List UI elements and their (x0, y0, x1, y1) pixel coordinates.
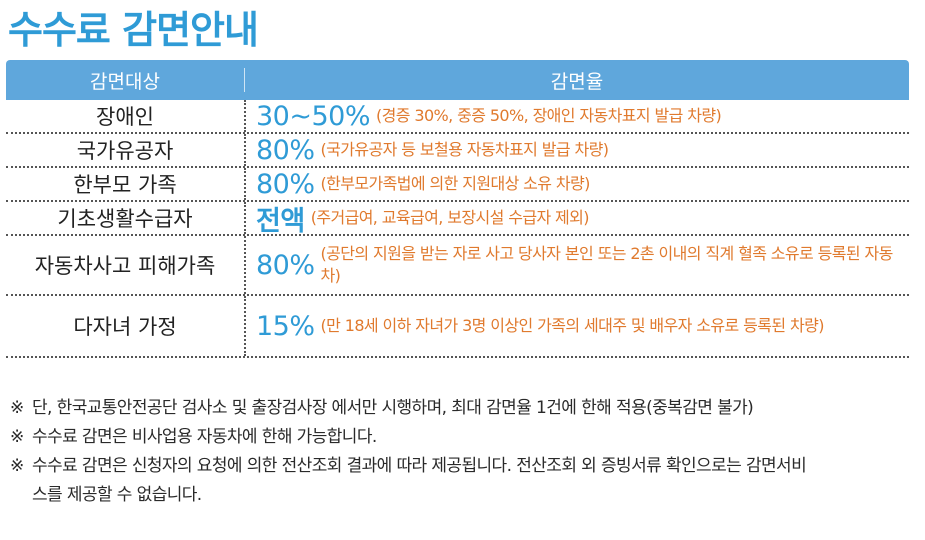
table-row: 다자녀 가정 15% (만 18세 이하 자녀가 3명 이상인 가족의 세대주 … (6, 296, 909, 358)
row-note: (국가유공자 등 보철용 자동차표지 발급 차량) (320, 140, 609, 159)
row-rate: 30~50% (256, 100, 371, 132)
row-target: 자동차사고 피해가족 (6, 236, 246, 294)
row-rate-cell: 80% (국가유공자 등 보철용 자동차표지 발급 차량) (246, 134, 909, 166)
row-rate: 15% (256, 310, 315, 342)
row-rate: 80% (256, 249, 315, 281)
table-row: 국가유공자 80% (국가유공자 등 보철용 자동차표지 발급 차량) (6, 134, 909, 168)
row-note: (주거급여, 교육급여, 보장시설 수급자 제외) (310, 208, 590, 227)
footnote: ※ 수수료 감면은 신청자의 요청에 의한 전산조회 결과에 따라 제공됩니다.… (10, 452, 915, 510)
row-note: (공단의 지원을 받는 자로 사고 당사자 본인 또는 2촌 이내의 직계 혈족… (320, 244, 894, 285)
row-note: (만 18세 이하 자녀가 3명 이상인 가족의 세대주 및 배우자 소유로 등… (320, 316, 825, 335)
footnote: ※ 단, 한국교통안전공단 검사소 및 출장검사장 에서만 시행하며, 최대 감… (10, 394, 915, 423)
footnote-text: 수수료 감면은 신청자의 요청에 의한 전산조회 결과에 따라 제공됩니다. 전… (32, 456, 807, 505)
header-target: 감면대상 (90, 70, 160, 93)
row-target: 국가유공자 (6, 134, 246, 166)
row-rate-cell: 80% (공단의 지원을 받는 자로 사고 당사자 본인 또는 2촌 이내의 직… (246, 236, 909, 294)
row-rate-cell: 80% (한부모가족법에 의한 지원대상 소유 차량) (246, 168, 909, 200)
page-title: 수수료 감면안내 (8, 8, 259, 52)
row-note: (경증 30%, 중증 50%, 장애인 자동차표지 발급 차량) (376, 106, 722, 125)
row-note: (한부모가족법에 의한 지원대상 소유 차량) (320, 174, 591, 193)
row-rate-cell: 15% (만 18세 이하 자녀가 3명 이상인 가족의 세대주 및 배우자 소… (246, 296, 909, 356)
row-rate-cell: 전액 (주거급여, 교육급여, 보장시설 수급자 제외) (246, 202, 909, 237)
table-row: 장애인 30~50% (경증 30%, 중증 50%, 장애인 자동차표지 발급… (6, 100, 909, 134)
row-rate-cell: 30~50% (경증 30%, 중증 50%, 장애인 자동차표지 발급 차량) (246, 100, 909, 132)
row-target: 장애인 (6, 100, 246, 132)
table-row: 한부모 가족 80% (한부모가족법에 의한 지원대상 소유 차량) (6, 168, 909, 202)
table-header: 감면대상 감면율 (6, 60, 909, 100)
row-rate: 80% (256, 134, 315, 166)
row-rate: 전액 (256, 205, 305, 237)
footnote-mark: ※ (10, 427, 24, 447)
row-rate: 80% (256, 168, 315, 200)
header-divider (244, 68, 245, 92)
footnote-mark: ※ (10, 398, 24, 418)
row-target: 한부모 가족 (6, 168, 246, 200)
discount-table: 감면대상 감면율 장애인 30~50% (경증 30%, 중증 50%, 장애인… (6, 60, 909, 358)
footnote-mark: ※ (10, 456, 24, 476)
footnote: ※ 수수료 감면은 비사업용 자동차에 한해 가능합니다. (10, 423, 915, 452)
table-row: 기초생활수급자 전액 (주거급여, 교육급여, 보장시설 수급자 제외) (6, 202, 909, 237)
footnote-text: 단, 한국교통안전공단 검사소 및 출장검사장 에서만 시행하며, 최대 감면율… (32, 398, 754, 418)
table-row: 자동차사고 피해가족 80% (공단의 지원을 받는 자로 사고 당사자 본인 … (6, 236, 909, 296)
header-rate: 감면율 (550, 70, 604, 93)
row-target: 다자녀 가정 (6, 296, 246, 356)
row-target: 기초생활수급자 (6, 202, 246, 234)
footnote-text: 수수료 감면은 비사업용 자동차에 한해 가능합니다. (32, 427, 377, 447)
footnotes: ※ 단, 한국교통안전공단 검사소 및 출장검사장 에서만 시행하며, 최대 감… (10, 394, 915, 510)
